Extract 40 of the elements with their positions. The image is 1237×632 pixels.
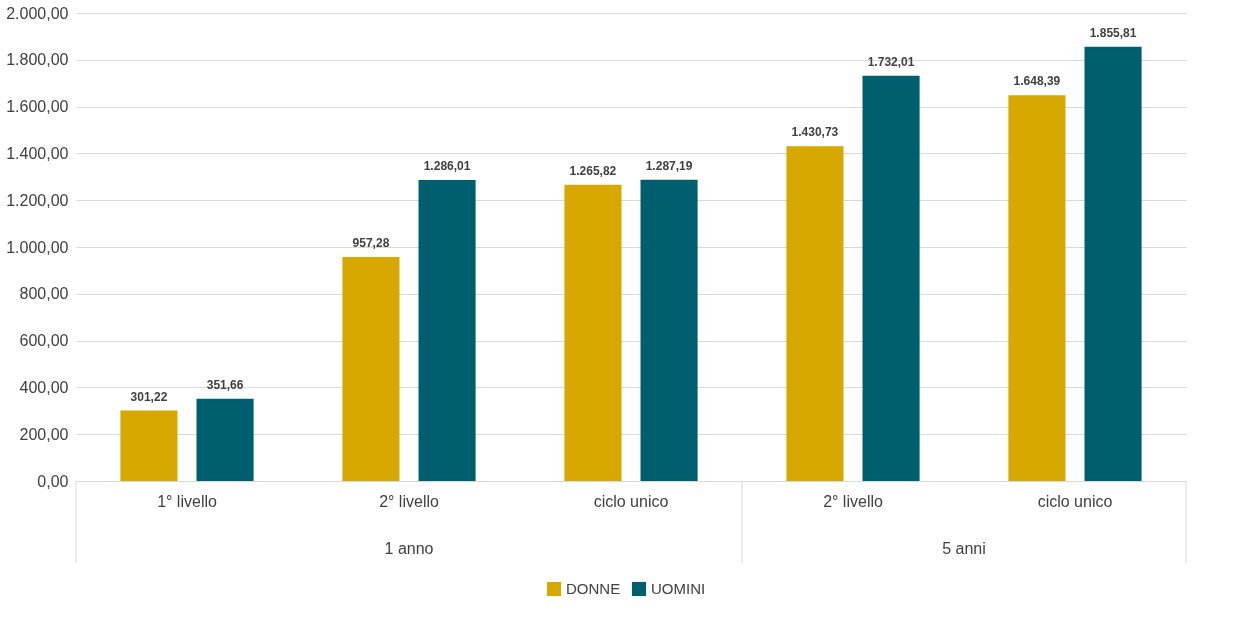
y-tick-label: 1.400,00 (6, 144, 69, 162)
data-label: 1.286,01 (423, 159, 471, 174)
data-label: 1.287,19 (645, 158, 693, 173)
x-tick-label: 1° livello (157, 492, 217, 510)
y-tick-label: 600,00 (19, 332, 69, 350)
y-tick-label: 200,00 (19, 425, 69, 443)
bar (564, 184, 622, 481)
data-label: 1.430,73 (791, 125, 839, 140)
bar (196, 398, 254, 481)
y-tick-label: 0,00 (37, 472, 69, 490)
text: 1 anno (384, 540, 434, 557)
y-tick-label: 800,00 (19, 285, 69, 303)
x-tick-label: ciclo unico (593, 492, 669, 510)
x-tick-label: 2° livello (379, 492, 439, 510)
legend-label: DONNE (566, 580, 621, 597)
data-label: 301,22 (130, 389, 168, 404)
bar (640, 179, 698, 481)
data-label: 957,28 (352, 236, 390, 250)
text: 5 anni (942, 540, 986, 557)
y-tick-label: 400,00 (19, 378, 69, 396)
bar (120, 410, 178, 481)
y-tick-label: 1.200,00 (6, 191, 69, 209)
bar (862, 75, 920, 481)
data-label: 1.732,01 (867, 54, 915, 69)
bar (786, 146, 844, 481)
x-tick-label: 2° livello (823, 492, 883, 510)
y-tick-label: 1.600,00 (6, 98, 69, 116)
legend-label: UOMINI (651, 580, 706, 597)
bar (1008, 95, 1066, 481)
data-label: 1.855,81 (1089, 25, 1137, 40)
y-tick-label: 2.000,00 (6, 4, 69, 22)
y-tick-label: 1.000,00 (6, 238, 69, 256)
y-tick-label: 1.800,00 (6, 51, 69, 69)
x-tick-label: ciclo unico (1037, 492, 1113, 510)
bar (1084, 46, 1142, 481)
data-label: 1.265,82 (569, 163, 617, 178)
data-label: 1.648,39 (1013, 74, 1061, 89)
bar (342, 257, 400, 481)
data-label: 351,66 (206, 377, 244, 392)
bar (418, 180, 476, 481)
